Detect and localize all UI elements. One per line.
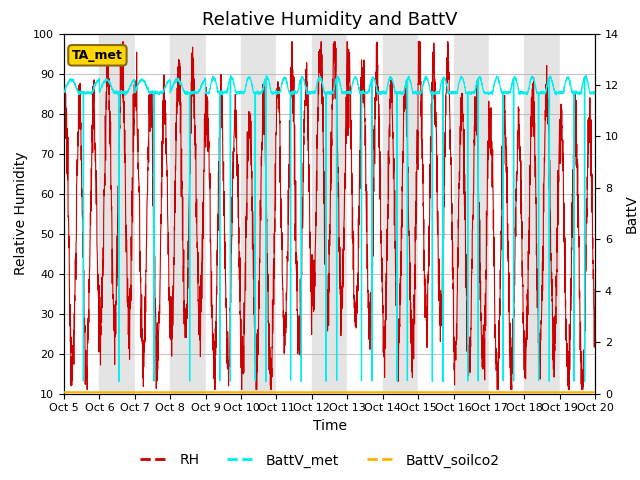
Bar [170,34,205,394]
Legend: RH, BattV_met, BattV_soilco2: RH, BattV_met, BattV_soilco2 [134,448,506,473]
Bar [276,34,312,394]
Bar [99,34,135,394]
Bar [241,34,276,394]
Bar [312,34,348,394]
Y-axis label: BattV: BattV [625,194,639,233]
Bar [205,34,241,394]
Y-axis label: Relative Humidity: Relative Humidity [13,152,28,276]
Bar [348,34,383,394]
Bar [489,34,524,394]
Bar [524,34,560,394]
Bar [418,34,454,394]
X-axis label: Time: Time [312,419,347,433]
Text: TA_met: TA_met [72,49,123,62]
Bar [560,34,595,394]
Title: Relative Humidity and BattV: Relative Humidity and BattV [202,11,458,29]
Bar [454,34,489,394]
Bar [64,34,99,394]
Bar [383,34,418,394]
Bar [135,34,170,394]
